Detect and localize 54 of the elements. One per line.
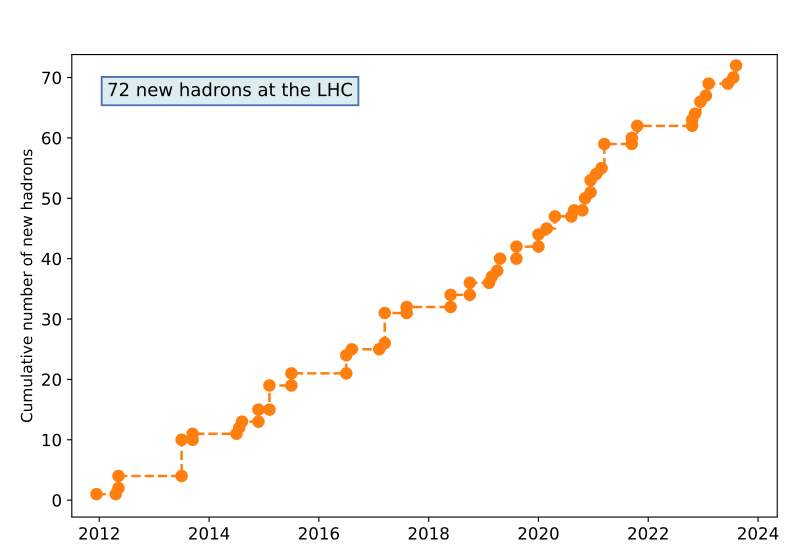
point (175, 470, 188, 482)
point (464, 276, 476, 290)
x-tick-label: 2022 (628, 527, 668, 540)
point (702, 77, 715, 90)
point (595, 162, 608, 174)
point (532, 228, 545, 241)
point (688, 108, 702, 120)
point (346, 342, 358, 356)
point (700, 89, 712, 102)
point (112, 482, 125, 494)
point (510, 252, 523, 265)
point (444, 288, 457, 302)
y-tick-label: 40 (42, 252, 61, 266)
point (90, 488, 103, 500)
y-tick-label: 30 (42, 313, 61, 326)
point (631, 120, 644, 132)
y-tick-label: 20 (42, 373, 61, 386)
point (510, 240, 523, 253)
x-tick-label: 2016 (298, 527, 340, 540)
point (285, 367, 298, 380)
point (378, 336, 391, 350)
y-tick-label: 10 (42, 434, 61, 446)
x-tick-label: 2018 (408, 527, 449, 540)
point (540, 222, 553, 235)
point (112, 470, 125, 482)
point (263, 403, 276, 416)
y-tick-label: 50 (42, 192, 61, 205)
point (464, 288, 476, 302)
y-tick-label: 70 (42, 72, 61, 84)
point (378, 306, 391, 320)
point (584, 186, 597, 198)
annotation: 72 new hadrons at the LHC (108, 82, 352, 96)
x-tick-label: 2014 (189, 527, 230, 540)
point (252, 415, 265, 428)
point (494, 252, 506, 265)
x-tick-label: 2024 (738, 527, 778, 540)
point (236, 415, 248, 428)
y-tick-label: 60 (42, 132, 61, 144)
y-axis-title: Cumulative number of new hadrons (20, 149, 32, 422)
point (340, 367, 353, 380)
point (491, 264, 504, 277)
point (252, 403, 265, 416)
point (730, 59, 742, 72)
x-tick-label: 2012 (79, 527, 119, 540)
point (548, 210, 562, 223)
y-tick-label: 0 (52, 494, 61, 507)
point (263, 379, 276, 392)
point (444, 300, 457, 314)
point (175, 434, 188, 446)
point (598, 138, 611, 150)
point (532, 240, 545, 253)
x-tick-label: 2020 (518, 527, 559, 540)
point (285, 379, 298, 392)
point (727, 71, 740, 84)
